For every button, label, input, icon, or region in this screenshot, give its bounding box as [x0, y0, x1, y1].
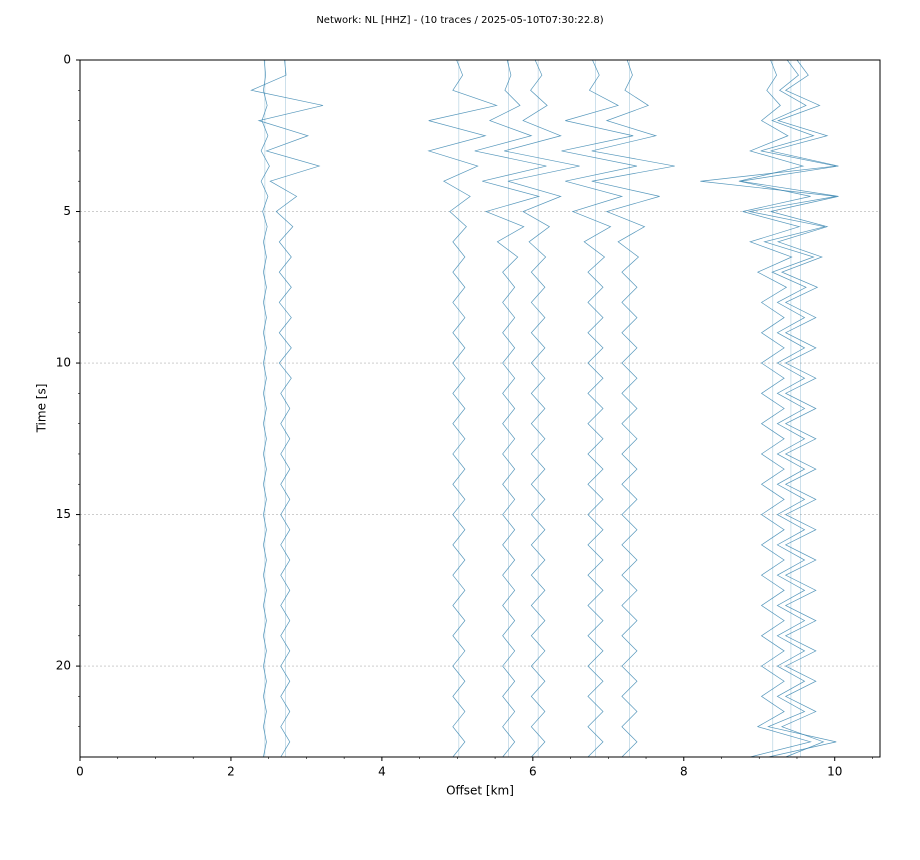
- trace: [260, 59, 270, 758]
- y-tick-label: 10: [56, 356, 71, 370]
- x-tick-label: 10: [827, 765, 842, 779]
- trace: [740, 59, 839, 758]
- x-tick-label: 4: [378, 765, 386, 779]
- x-tick-label: 0: [76, 765, 84, 779]
- x-tick-label: 8: [680, 765, 688, 779]
- trace: [561, 59, 638, 758]
- chart-title: Network: NL [HHZ] - (10 traces / 2025-05…: [316, 15, 603, 26]
- trace: [427, 59, 498, 758]
- trace: [504, 59, 580, 758]
- trace: [591, 59, 675, 758]
- y-tick-label: 5: [63, 204, 71, 218]
- x-axis-label: Offset [km]: [446, 784, 514, 798]
- plot-frame: [79, 59, 881, 758]
- trace: [250, 59, 324, 758]
- x-tick-label: 2: [227, 765, 235, 779]
- x-tick-label: 6: [529, 765, 537, 779]
- y-tick-label: 20: [56, 659, 71, 673]
- trace: [738, 59, 812, 758]
- y-tick-label: 0: [63, 53, 71, 67]
- y-axis-label: Time [s]: [35, 384, 49, 434]
- trace: [700, 59, 837, 758]
- y-tick-label: 15: [56, 507, 71, 521]
- trace: [474, 59, 547, 758]
